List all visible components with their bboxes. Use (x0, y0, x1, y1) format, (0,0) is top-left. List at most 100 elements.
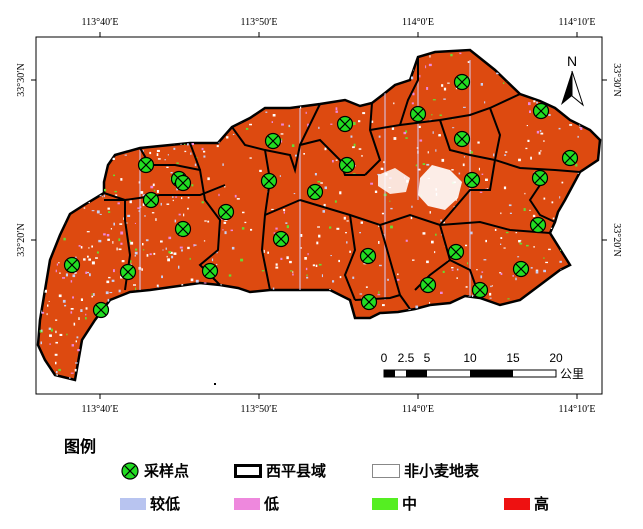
texture-speck (108, 211, 111, 213)
texture-speck (312, 264, 315, 267)
texture-speck (183, 213, 185, 217)
texture-speck (184, 143, 186, 145)
texture-speck (151, 212, 155, 214)
texture-speck (318, 263, 322, 266)
boundary-swatch (234, 463, 262, 478)
texture-speck (415, 164, 418, 167)
texture-speck (396, 278, 400, 281)
sample-point-marker (338, 156, 356, 174)
texture-speck (360, 221, 363, 224)
sample-point-marker (453, 73, 471, 91)
texture-speck (193, 244, 195, 247)
legend-item-high: 高 (504, 493, 549, 514)
sample-point-marker (92, 301, 110, 319)
texture-speck (156, 153, 159, 156)
texture-speck (285, 222, 288, 224)
texture-speck (524, 192, 526, 195)
texture-speck (216, 263, 218, 266)
texture-speck (172, 196, 174, 198)
legend-label-sample-point: 采样点 (144, 463, 190, 480)
texture-speck (146, 254, 149, 257)
texture-speck (62, 277, 65, 279)
texture-speck (288, 124, 290, 127)
sample-point-marker (174, 174, 192, 192)
texture-speck (365, 286, 368, 288)
texture-speck (88, 201, 90, 204)
top-lon-label-2: 113°50′E (241, 17, 278, 28)
texture-speck (156, 284, 159, 287)
texture-speck (281, 140, 283, 143)
texture-speck (519, 242, 523, 245)
texture-speck (410, 216, 413, 220)
texture-speck (525, 147, 528, 150)
texture-speck (107, 298, 110, 302)
texture-speck (203, 150, 206, 153)
texture-speck (517, 256, 520, 258)
texture-speck (145, 239, 149, 242)
texture-speck (543, 257, 545, 259)
texture-speck (379, 264, 382, 267)
texture-speck (160, 240, 163, 243)
texture-speck (429, 211, 431, 214)
texture-speck (181, 197, 183, 200)
texture-speck (230, 229, 233, 232)
texture-speck (218, 141, 220, 144)
sample-point-marker (463, 171, 481, 189)
texture-speck (391, 127, 395, 130)
texture-speck (190, 278, 194, 282)
texture-speck (505, 231, 509, 234)
texture-speck (173, 147, 176, 150)
texture-speck (359, 293, 363, 295)
texture-speck (107, 238, 110, 241)
legend-label-low: 低 (264, 496, 280, 513)
texture-speck (275, 227, 278, 230)
texture-speck (324, 186, 327, 190)
bottom-lon-label-4: 114°10′E (559, 404, 596, 415)
texture-speck (491, 285, 493, 287)
texture-speck (515, 232, 518, 234)
texture-speck (194, 244, 197, 246)
texture-speck (405, 130, 408, 134)
texture-speck (432, 99, 436, 101)
texture-speck (561, 181, 564, 184)
texture-speck (551, 201, 554, 204)
texture-speck (292, 271, 294, 273)
texture-speck (405, 239, 408, 242)
texture-speck (532, 214, 536, 217)
scale-tick-20: 20 (549, 351, 563, 365)
left-lat-label-2: 33°20′N (16, 223, 27, 256)
texture-speck (142, 243, 144, 246)
texture-speck (435, 233, 437, 236)
texture-speck (428, 63, 432, 67)
texture-speck (500, 243, 502, 245)
texture-speck (93, 293, 95, 296)
texture-speck (393, 137, 397, 140)
texture-speck (425, 65, 427, 69)
texture-speck (175, 196, 178, 198)
texture-speck (271, 121, 273, 123)
texture-speck (271, 208, 274, 210)
texture-speck (105, 291, 109, 295)
north-arrow: N (561, 53, 584, 107)
texture-speck (89, 273, 91, 277)
texture-speck (166, 203, 170, 205)
texture-speck (75, 340, 77, 343)
sample-point-marker (561, 149, 579, 167)
texture-speck (411, 102, 414, 105)
texture-speck (41, 311, 45, 314)
texture-speck (442, 221, 445, 224)
texture-speck (377, 173, 380, 176)
sample-point-marker (201, 262, 219, 280)
texture-speck (459, 52, 462, 55)
texture-speck (300, 247, 302, 249)
texture-speck (72, 274, 76, 278)
texture-speck (191, 184, 194, 187)
sample-point-marker (174, 220, 192, 238)
texture-speck (335, 110, 338, 113)
texture-speck (292, 273, 294, 276)
texture-speck (526, 244, 529, 247)
texture-speck (346, 220, 349, 222)
texture-speck (540, 132, 544, 135)
texture-speck (96, 251, 99, 254)
texture-speck (44, 289, 47, 293)
